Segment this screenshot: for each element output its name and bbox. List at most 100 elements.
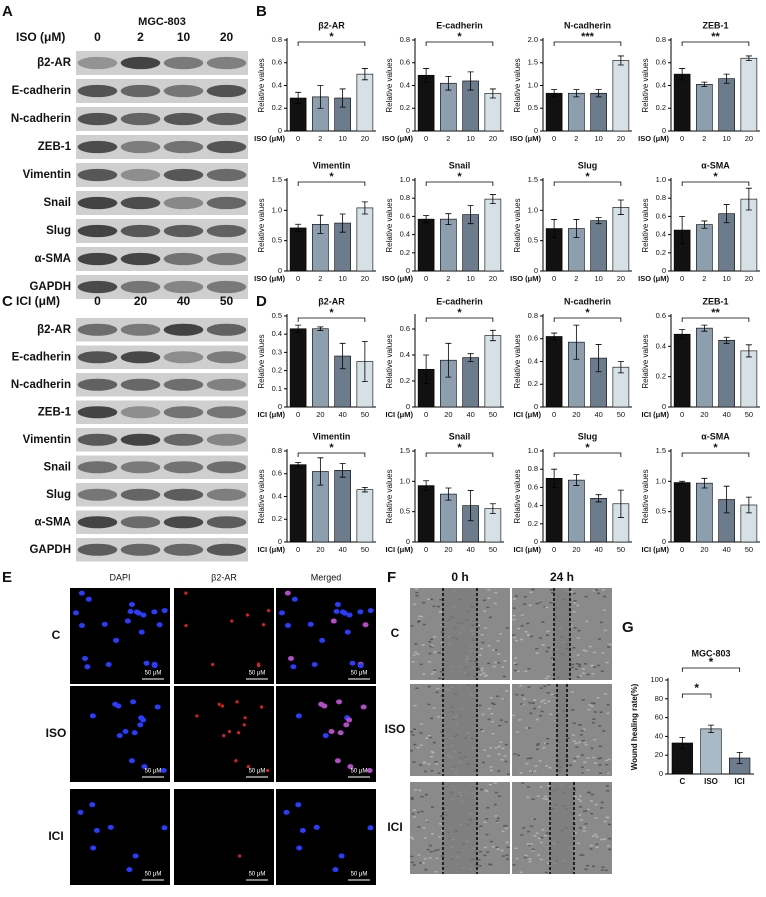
blot-band (77, 84, 118, 98)
y-tick-label: 0 (406, 537, 410, 546)
texture (481, 713, 485, 716)
x-tick-label: 2 (446, 134, 450, 143)
protein-label: N-cadherin (11, 113, 71, 125)
bar-chart: N-cadherin Relative values 0 0.5 1.0 1.5 2.0 0 2… (510, 20, 632, 143)
chart-title: Vimentin (313, 160, 351, 170)
y-tick-label: 1.0 (272, 205, 282, 214)
error-bar (745, 496, 752, 514)
signal (222, 733, 226, 738)
significance-bracket (425, 452, 494, 457)
texture (584, 595, 588, 598)
blot-band (77, 461, 118, 474)
nucleus (89, 802, 96, 808)
x-axis-label: ICI (μM) (258, 410, 286, 419)
x-axis-label: ISO (μM) (254, 134, 285, 143)
texture (412, 761, 416, 763)
nucleus (338, 853, 345, 859)
texture (482, 672, 486, 674)
y-tick-label: 1.0 (528, 446, 538, 455)
signal (211, 662, 215, 667)
texture (589, 848, 593, 850)
x-tick-label: 10 (594, 274, 602, 283)
texture (585, 620, 589, 623)
texture (492, 649, 496, 651)
signal (257, 664, 261, 668)
texture (526, 634, 530, 636)
texture (545, 742, 549, 745)
panel-letter: C (2, 293, 13, 310)
texture (480, 633, 484, 636)
bar (289, 227, 307, 272)
texture (435, 857, 439, 860)
texture (536, 795, 540, 797)
scale-bar-label: 50 μM (145, 872, 162, 878)
blot-band (206, 323, 247, 336)
texture (542, 797, 546, 800)
texture (494, 747, 498, 749)
blot-band (77, 224, 118, 238)
significance-mark: * (457, 31, 462, 43)
y-axis-label: Relative values (257, 58, 266, 112)
texture (530, 825, 534, 827)
texture (488, 863, 492, 865)
x-tick-label: 10 (466, 134, 474, 143)
texture (600, 807, 604, 809)
bar-chart: ZEB-1 Relative values 0 0.2 0.4 0.6 0.8 0 2 10 20 I… (638, 20, 760, 143)
texture (529, 770, 533, 773)
texture (484, 789, 488, 791)
nucleus (362, 622, 369, 628)
texture (519, 871, 523, 874)
texture (492, 665, 496, 668)
dose-label: 0 (94, 30, 101, 44)
texture (505, 841, 509, 844)
texture (513, 669, 517, 672)
significance-mark: * (457, 442, 462, 454)
y-axis-label: Relative values (257, 198, 266, 252)
texture (501, 698, 505, 700)
texture (477, 668, 481, 671)
texture (529, 757, 533, 759)
texture (428, 857, 432, 859)
texture (490, 702, 494, 705)
bar (590, 220, 607, 272)
blot-band (120, 56, 161, 70)
error-bar (617, 489, 624, 518)
chart-title: E-cadherin (436, 296, 483, 306)
texture (428, 844, 432, 847)
blot-band (120, 323, 161, 336)
x-tick-label: 2 (702, 274, 706, 283)
texture (514, 639, 518, 642)
texture (607, 823, 611, 826)
texture (491, 732, 495, 735)
nucleus (126, 867, 133, 873)
blot-strip (76, 510, 248, 534)
micrograph (174, 588, 274, 684)
protein-label: Vimentin (23, 169, 71, 181)
texture (430, 770, 434, 772)
texture (502, 825, 506, 827)
y-axis-label: Wound healing rate(%) (630, 683, 639, 770)
texture (480, 788, 484, 791)
signal (246, 765, 251, 769)
x-tick-label: 10 (722, 274, 730, 283)
bar (417, 218, 435, 272)
error-bar (617, 361, 624, 374)
texture (592, 702, 596, 705)
error-bar (551, 468, 558, 488)
x-tick-label: 2 (446, 274, 450, 283)
texture (410, 797, 414, 799)
x-tick-label: 40 (594, 410, 602, 419)
nucleus (122, 729, 129, 735)
texture (591, 721, 595, 724)
x-tick-label: 40 (466, 410, 474, 419)
x-tick-label: 50 (361, 545, 369, 554)
texture (410, 749, 414, 752)
signal (267, 609, 271, 613)
texture (413, 789, 417, 791)
texture (480, 647, 484, 650)
texture (512, 864, 516, 866)
x-tick-label: 10 (338, 134, 346, 143)
bar-chart: ZEB-1 Relative values 0 0.2 0.4 0.6 0 20 40 50 ICI… (641, 296, 760, 419)
texture (542, 746, 546, 749)
nucleus (360, 704, 367, 710)
